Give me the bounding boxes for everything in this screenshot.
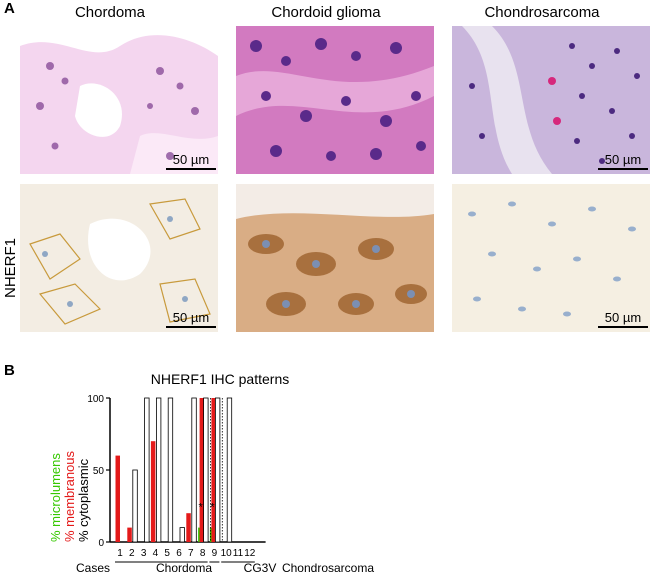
bar-cytoplasmic-case-7 xyxy=(191,397,197,543)
x-tick-label-1: 1 xyxy=(117,548,123,559)
scalebar-line xyxy=(166,326,216,328)
group-label-chordoma: Chordoma xyxy=(156,561,212,575)
y-tick-label-100: 100 xyxy=(87,394,104,405)
bar-membranous-case-2 xyxy=(127,527,132,542)
bar-cytoplasmic-case-5 xyxy=(167,397,174,543)
x-tick-label-11: 11 xyxy=(233,548,244,559)
column-title-chondrosarcoma: Chondrosarcoma xyxy=(484,4,600,21)
ihc-chondrosarcoma-texture xyxy=(452,184,650,332)
scalebar-ihc-chordoma: 50 µm xyxy=(166,310,216,328)
bar-cytoplasmic-case-6 xyxy=(179,527,185,543)
bar-cytoplasmic-case-2 xyxy=(132,469,138,543)
x-tick-label-8: 8 xyxy=(200,548,206,559)
y-axis-label-part: % membranous xyxy=(62,450,77,542)
y-axis-label-part: % microlumens xyxy=(48,453,63,542)
scalebar-line xyxy=(598,168,648,170)
he-glioma-texture xyxy=(236,26,434,174)
he-image-chordoma xyxy=(20,26,218,174)
bar-membranous-case-7 xyxy=(186,513,191,542)
ihc-image-chondrosarcoma xyxy=(452,184,650,332)
bar-cytoplasmic-case-10 xyxy=(226,397,233,543)
bar-cytoplasmic-case-9 xyxy=(214,397,221,543)
bar-cytoplasmic-case-8 xyxy=(203,397,209,543)
scalebar-line xyxy=(598,326,648,328)
y-tick-label-50: 50 xyxy=(93,466,105,477)
ihc-image-chordoma xyxy=(20,184,218,332)
scalebar-line xyxy=(166,168,216,170)
x-tick-label-7: 7 xyxy=(188,548,194,559)
ihc-glioma-texture xyxy=(236,184,434,332)
bar-membranous-case-8 xyxy=(199,398,205,542)
column-title-chordoid-glioma: Chordoid glioma xyxy=(271,4,381,21)
scalebar-label: 50 µm xyxy=(172,152,210,167)
he-image-chondrosarcoma xyxy=(452,26,650,174)
scalebar-label: 50 µm xyxy=(172,310,210,325)
ihc-chordoma-texture xyxy=(20,184,218,332)
x-tick-label-5: 5 xyxy=(164,548,170,559)
x-tick-label-6: 6 xyxy=(176,548,182,559)
y-axis-label-part: % cytoplasmic xyxy=(76,458,91,542)
scalebar-label: 50 µm xyxy=(604,152,642,167)
panel-a-letter: A xyxy=(4,0,15,17)
ihc-image-chordoid-glioma xyxy=(236,184,434,332)
chart-title: NHERF1 IHC patterns xyxy=(151,371,289,387)
group-label-chondrosarcoma: Chondrosarcoma xyxy=(282,561,374,575)
he-chondrosarcoma-texture xyxy=(452,26,650,174)
x-tick-label-9: 9 xyxy=(212,548,218,559)
x-tick-label-12: 12 xyxy=(244,548,256,559)
bar-membranous-case-9 xyxy=(211,398,216,542)
scalebar-label: 50 µm xyxy=(604,310,642,325)
column-title-chordoma: Chordoma xyxy=(74,4,146,21)
x-tick-label-4: 4 xyxy=(153,548,159,559)
he-image-chordoid-glioma xyxy=(236,26,434,174)
x-axis-prefix-label: Cases xyxy=(76,561,110,575)
scalebar-he-chordoma: 50 µm xyxy=(166,152,216,170)
annotation-star-case-8: * xyxy=(198,501,203,513)
y-tick-label-0: 0 xyxy=(98,538,104,549)
group-label-cg3v: CG3V xyxy=(244,561,277,575)
bar-cytoplasmic-case-3 xyxy=(144,397,150,543)
scalebar-he-chondrosarcoma: 50 µm xyxy=(598,152,648,170)
annotation-star-case-9: * xyxy=(210,501,215,513)
bar-membranous-case-1 xyxy=(115,455,120,542)
y-axis-label: % microlumens% membranous% cytoplasmic xyxy=(48,450,91,542)
row-label-nherf1: NHERF1 xyxy=(2,237,19,298)
bar-cytoplasmic-case-4 xyxy=(155,397,162,543)
scalebar-ihc-chondrosarcoma: 50 µm xyxy=(598,310,648,328)
bar-membranous-case-4 xyxy=(150,441,156,542)
he-chordoma-texture xyxy=(20,26,218,174)
panel-b-letter: B xyxy=(4,362,15,379)
x-tick-label-10: 10 xyxy=(221,548,233,559)
x-tick-label-2: 2 xyxy=(129,548,135,559)
x-tick-label-3: 3 xyxy=(141,548,147,559)
